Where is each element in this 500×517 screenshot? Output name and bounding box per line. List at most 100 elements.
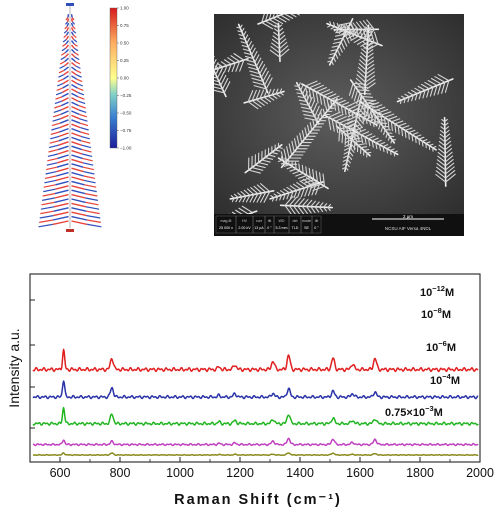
sem-frond-branch xyxy=(405,130,406,137)
series-label-base: 10 xyxy=(426,342,438,354)
sem-info-value: 0 ° xyxy=(314,226,319,230)
sem-frond-branch xyxy=(387,149,388,153)
field-hotspot xyxy=(60,124,69,127)
field-hotspot xyxy=(60,66,65,68)
field-hotspot xyxy=(54,208,69,211)
field-hotspot xyxy=(68,14,69,17)
series-label-exponent: −6 xyxy=(438,339,447,348)
colorbar-tick-label: −1.00 xyxy=(120,146,132,151)
field-hotspot xyxy=(44,180,56,182)
field-hotspot xyxy=(53,119,61,121)
series-line xyxy=(33,349,478,371)
field-hotspot xyxy=(84,180,96,182)
x-tick-label: 1600 xyxy=(346,466,374,480)
sem-info-header: mode xyxy=(302,219,311,223)
field-hotspot xyxy=(63,85,69,88)
field-hotspot xyxy=(61,107,68,110)
field-hotspot xyxy=(79,110,86,112)
sem-frond-branch xyxy=(370,121,371,125)
field-hotspot xyxy=(60,115,68,118)
field-hotspot xyxy=(42,198,55,200)
field-hotspot xyxy=(85,189,97,191)
field-hotspot xyxy=(86,202,99,204)
field-hotspot xyxy=(72,190,86,193)
sem-frond-branch xyxy=(358,90,369,91)
x-tick-label: 2000 xyxy=(466,466,494,480)
field-hotspot xyxy=(72,173,84,176)
field-hotspot xyxy=(72,19,73,22)
field-hotspot xyxy=(82,154,92,156)
field-hotspot xyxy=(60,62,64,64)
field-hotspot xyxy=(72,93,78,96)
field-hotspot xyxy=(46,172,57,174)
field-hotspot xyxy=(54,110,61,112)
field-hotspot xyxy=(61,111,69,114)
field-hotspot xyxy=(72,168,84,171)
field-hotspot xyxy=(86,211,99,213)
field-hotspot xyxy=(58,146,68,149)
field-hotspot xyxy=(56,97,63,99)
field-hotspot xyxy=(72,186,85,189)
colorbar-tick-label: 0.25 xyxy=(120,58,129,63)
sem-frond-branch xyxy=(422,141,423,146)
field-hotspot xyxy=(86,207,99,209)
field-hotspot xyxy=(72,14,73,17)
field-hotspot xyxy=(77,79,82,81)
field-hotspot xyxy=(67,27,69,30)
series-label-exponent: −12 xyxy=(432,284,445,293)
field-hotspot xyxy=(63,80,69,83)
x-tick-label: 1200 xyxy=(226,466,254,480)
field-hotspot xyxy=(45,176,56,178)
field-hotspot xyxy=(39,220,53,222)
sem-frond-branch xyxy=(415,137,416,143)
field-hotspot xyxy=(83,167,94,169)
field-hotspot xyxy=(54,199,68,202)
colorbar-tick-label: −0.75 xyxy=(120,128,132,133)
field-hotspot xyxy=(40,211,53,213)
field-hotspot xyxy=(80,123,88,125)
colorbar-tick-label: 0.75 xyxy=(120,23,129,28)
field-hotspot xyxy=(56,177,69,180)
field-hotspot xyxy=(72,199,86,202)
series-label-base: 10 xyxy=(421,309,433,321)
field-hotspot xyxy=(72,217,87,220)
field-hotspot xyxy=(59,129,68,132)
sem-info-header: curr xyxy=(256,219,263,223)
sem-frond-branch xyxy=(292,161,293,167)
colorbar xyxy=(110,8,117,148)
series-label-exponent: −8 xyxy=(433,306,442,315)
field-hotspot xyxy=(76,75,81,77)
field-hotspot xyxy=(56,92,62,94)
sem-info-header: WD xyxy=(279,219,285,223)
field-hotspot xyxy=(55,195,69,198)
field-hotspot xyxy=(72,71,77,74)
sem-info-value: 5.3 mm xyxy=(276,226,288,230)
dendrite-tip-bottom xyxy=(66,229,74,232)
field-hotspot xyxy=(75,62,79,64)
field-hotspot xyxy=(81,136,90,138)
field-hotspot xyxy=(53,217,68,220)
sem-frond-branch xyxy=(366,119,367,123)
series-label-base: 0.75×10 xyxy=(385,407,425,419)
colorbar-tick-label: 0.50 xyxy=(120,41,129,46)
field-hotspot xyxy=(57,168,69,171)
series-label-exponent: −3 xyxy=(425,404,434,413)
series-label: 10−4M xyxy=(430,372,460,387)
field-hotspot xyxy=(72,124,81,127)
field-hotspot xyxy=(50,141,59,143)
field-hotspot xyxy=(54,106,61,108)
field-hotspot xyxy=(78,92,84,94)
sem-frond-branch xyxy=(295,86,299,87)
field-hotspot xyxy=(76,66,81,68)
field-hotspot xyxy=(62,93,68,96)
field-hotspot xyxy=(72,146,82,149)
sem-frond-branch xyxy=(367,152,371,153)
field-hotspot xyxy=(75,57,79,59)
sem-frond-branch xyxy=(328,61,332,62)
field-hotspot xyxy=(56,173,68,176)
